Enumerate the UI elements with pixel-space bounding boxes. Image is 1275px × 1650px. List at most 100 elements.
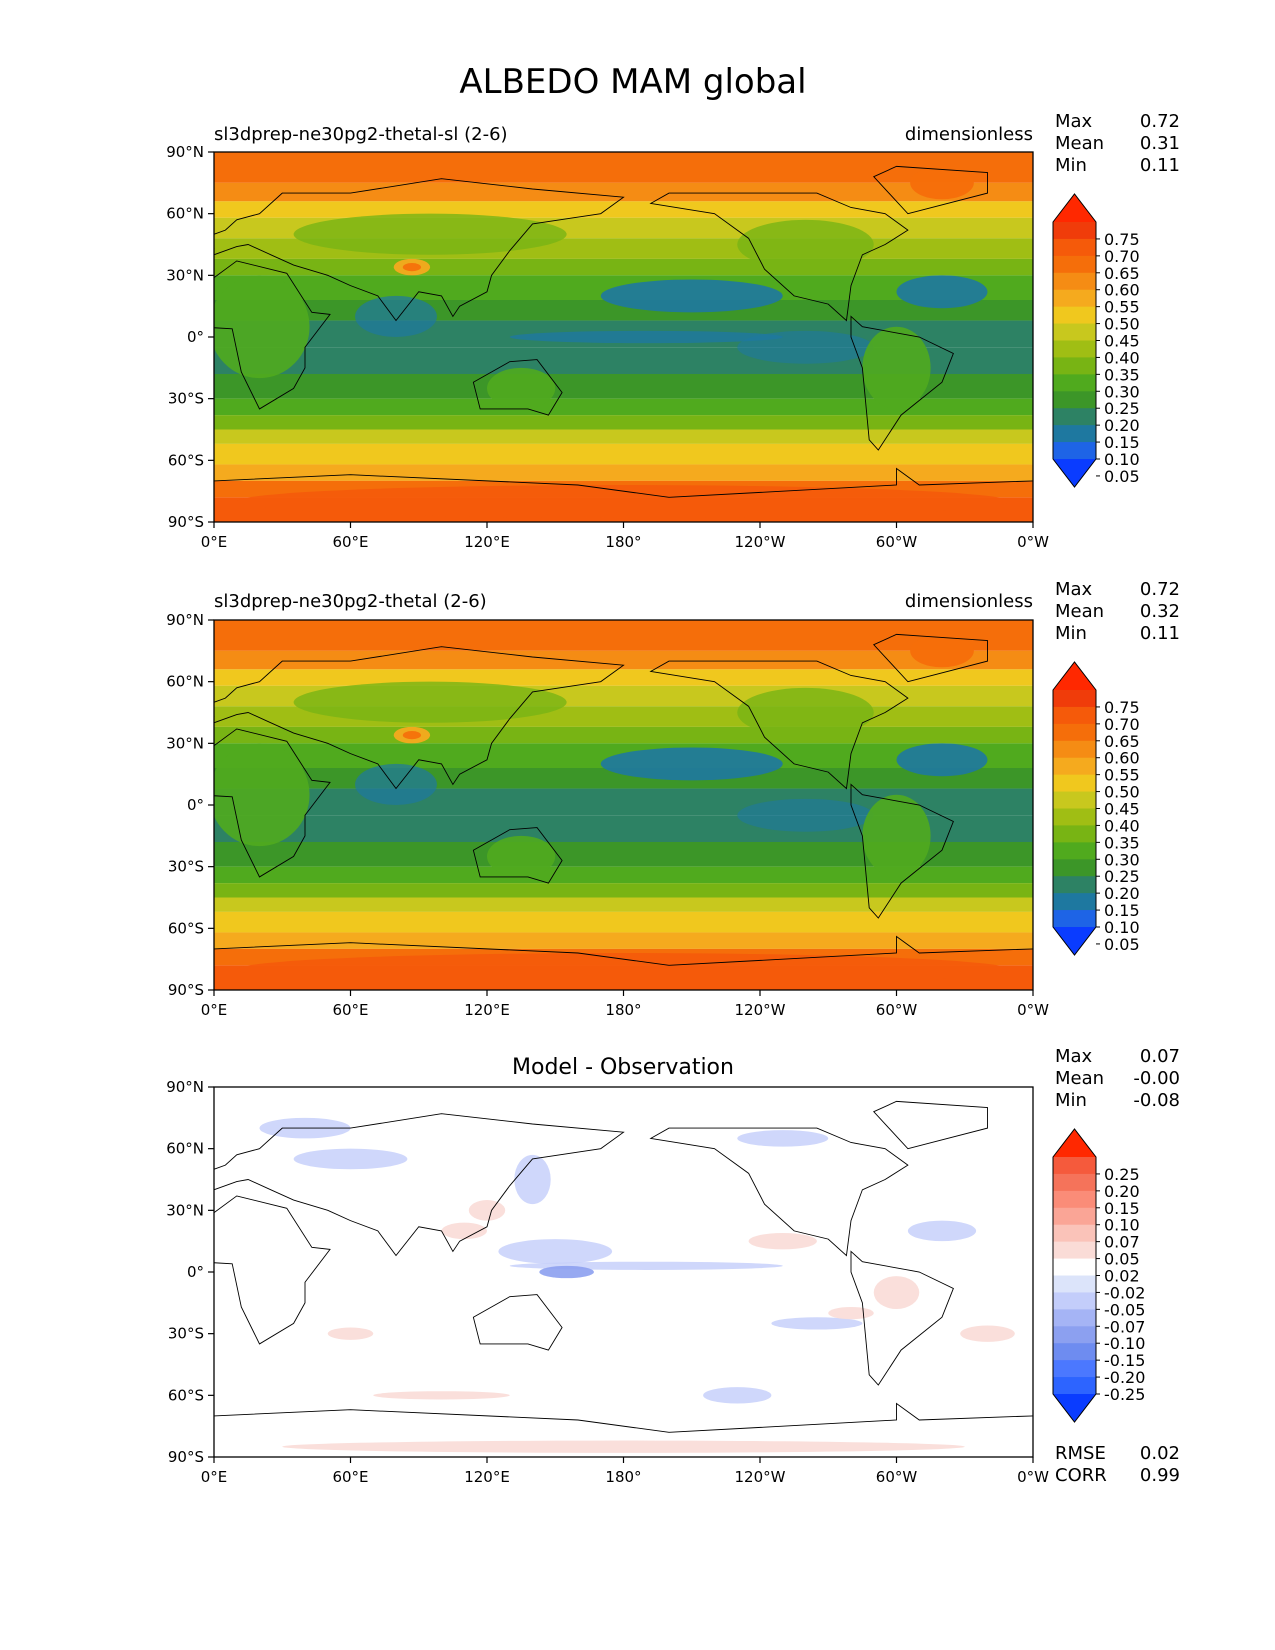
y-tick-label: 90°N: [166, 143, 204, 161]
x-tick-label: 120°E: [464, 1001, 510, 1019]
field-band: [214, 464, 1033, 481]
coastline: [472, 1294, 563, 1351]
x-tick-label: 0°W: [1017, 533, 1049, 551]
stat-value: 0.72: [1140, 579, 1180, 600]
colorbar-bin: [1053, 357, 1096, 375]
panel-difference: Model - Observation 0°E 60°E 120°E 180° 120°…: [166, 1046, 1180, 1486]
colorbar-extend-bottom: [1053, 1394, 1096, 1422]
field-patch: [468, 1200, 506, 1221]
y-tick-label: 60°N: [166, 673, 204, 691]
coastline: [872, 633, 988, 683]
field-patch: [402, 731, 422, 740]
colorbar-reference: 0.750.700.650.600.550.500.450.400.350.30…: [1052, 661, 1140, 956]
field-patch: [703, 1387, 772, 1404]
y-tick-label: 90°N: [166, 611, 204, 629]
colorbar-bin: [1053, 1377, 1096, 1395]
colorbar-tick-label: -0.07: [1104, 1317, 1145, 1336]
colorbar-bin: [1053, 374, 1096, 392]
colorbar-bin: [1053, 1309, 1096, 1327]
colorbar-bin: [1053, 791, 1096, 809]
field-band: [214, 258, 1033, 276]
colorbar-bin: [1053, 272, 1096, 291]
field-patch: [862, 326, 931, 409]
field-patch: [514, 1154, 551, 1205]
field-patch: [327, 1327, 374, 1340]
field-band: [214, 897, 1033, 912]
y-tick-label: 60°N: [166, 205, 204, 223]
stat-value: 0.32: [1140, 601, 1180, 622]
y-tick-label: 60°S: [168, 1386, 204, 1404]
panel-test: sl3dprep-ne30pg2-thetal-sl (2-6) dimensi…: [166, 111, 1180, 551]
colorbar-bin: [1053, 1292, 1096, 1310]
stat-label: Min: [1055, 623, 1087, 644]
colorbar-bin: [1053, 1224, 1096, 1243]
coastline: [472, 359, 563, 416]
metric-label: CORR: [1055, 1465, 1107, 1486]
field-patch: [487, 835, 556, 877]
field-band: [214, 620, 1033, 651]
coastline: [649, 1127, 909, 1257]
y-tick-label: 0°: [187, 1263, 204, 1281]
colorbar-bin: [1053, 1173, 1096, 1192]
colorbar-bin: [1053, 706, 1096, 725]
colorbar-bin: [1053, 1326, 1096, 1344]
field-patch: [236, 485, 1011, 518]
colorbar-extend-top: [1053, 662, 1096, 690]
y-tick-label: 90°S: [168, 513, 204, 531]
colorbar-bin: [1053, 442, 1096, 460]
figure-title: ALBEDO MAM global: [459, 62, 806, 102]
colorbar-tick-label: 0.10: [1104, 1216, 1140, 1235]
coastline: [850, 315, 954, 451]
colorbar-tick-label: -0.15: [1104, 1351, 1145, 1370]
colorbar-tick-label: 0.10: [1104, 450, 1140, 469]
stat-label: Mean: [1055, 601, 1104, 622]
field-band: [214, 182, 1033, 202]
coastline: [214, 1195, 331, 1345]
x-tick-label: 120°E: [464, 1468, 510, 1486]
colorbar-tick-label: 0.30: [1104, 382, 1140, 401]
field-patch: [355, 763, 437, 805]
colorbar-tick-label: 0.55: [1104, 298, 1140, 317]
field-patch: [737, 1130, 829, 1147]
field-patch: [600, 279, 783, 313]
x-tick-label: 120°W: [735, 1468, 786, 1486]
colorbar-tick-label: 0.65: [1104, 732, 1140, 751]
field-patch: [498, 1239, 613, 1264]
field-patch: [487, 367, 556, 409]
colorbar-bin: [1053, 1190, 1096, 1209]
panel-left-title: sl3dprep-ne30pg2-thetal-sl (2-6): [214, 124, 508, 145]
y-tick-label: 60°N: [166, 1140, 204, 1158]
colorbar-tick-label: 0.15: [1104, 433, 1140, 452]
x-tick-label: 120°W: [735, 533, 786, 551]
colorbar-bin: [1053, 391, 1096, 409]
stats-difference: Max 0.07 Mean -0.00 Min -0.08: [1055, 1046, 1180, 1111]
map-field-reference: [214, 620, 1033, 990]
field-band: [214, 650, 1033, 670]
field-patch: [293, 213, 567, 255]
colorbar-bin: [1053, 842, 1096, 860]
field-patch: [737, 219, 874, 270]
colorbar-bin: [1053, 690, 1096, 708]
x-tick-label: 120°E: [464, 533, 510, 551]
x-tick-label: 0°E: [201, 1001, 228, 1019]
colorbar-bin: [1053, 1360, 1096, 1378]
colorbar-bin: [1053, 876, 1096, 894]
colorbar-bin: [1053, 774, 1096, 793]
y-tick-label: 0°: [187, 328, 204, 346]
metric-label: RMSE: [1055, 1443, 1106, 1464]
coastline: [472, 827, 563, 884]
colorbar-tick-label: 0.60: [1104, 749, 1140, 768]
y-tick-label: 60°S: [168, 919, 204, 937]
colorbar-extend-top: [1053, 1129, 1096, 1157]
coastline: [850, 783, 954, 919]
coastline: [214, 260, 331, 410]
field-patch: [771, 1317, 863, 1330]
map-field-difference: [214, 1087, 1033, 1457]
y-tick-label: 30°N: [166, 734, 204, 752]
colorbar-tick-label: 0.20: [1104, 884, 1140, 903]
coastline: [214, 178, 625, 322]
panel-right-title: dimensionless: [905, 124, 1033, 145]
colorbar-tick-label: 0.20: [1104, 1182, 1140, 1201]
y-tick-label: 90°S: [168, 1448, 204, 1466]
